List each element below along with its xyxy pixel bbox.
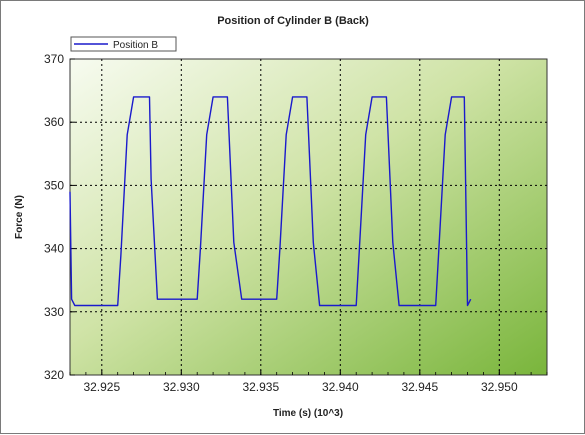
- legend-label-position-b: Position B: [113, 40, 158, 51]
- x-tick-label: 32.930: [163, 380, 200, 394]
- y-tick-label: 320: [44, 368, 64, 382]
- y-tick-label: 340: [44, 242, 64, 256]
- y-tick-label: 330: [44, 305, 64, 319]
- y-axis-label: Force (N): [14, 195, 25, 239]
- y-tick-label: 360: [44, 115, 64, 129]
- x-tick-label: 32.925: [83, 380, 120, 394]
- plot-area: [70, 59, 547, 375]
- chart-title: Position of Cylinder B (Back): [217, 15, 369, 27]
- x-tick-label: 32.940: [322, 380, 359, 394]
- legend: Position B: [71, 37, 176, 51]
- x-tick-label: 32.950: [481, 380, 518, 394]
- y-tick-label: 350: [44, 178, 64, 192]
- x-tick-label: 32.945: [401, 380, 438, 394]
- x-tick-label: 32.935: [242, 380, 279, 394]
- x-axis-label: Time (s) (10^3): [273, 408, 343, 419]
- y-tick-label: 370: [44, 52, 64, 66]
